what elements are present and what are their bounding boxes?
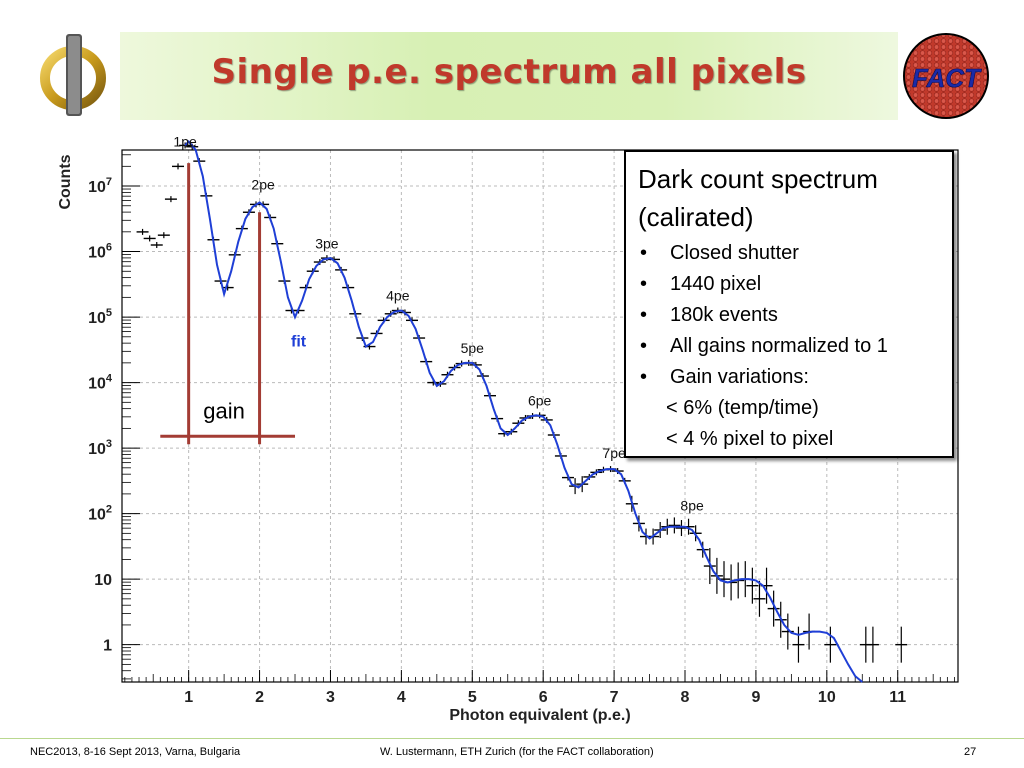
peak-label: 6pe [528,393,552,409]
x-tick-label: 8 [681,689,690,706]
x-tick-label: 9 [751,689,760,706]
y-tick-label: 105 [88,307,112,327]
footer-divider [0,738,1024,739]
plot-frame [121,149,959,683]
peak-label: 5pe [461,340,485,356]
info-sub-line: < 6% (temp/time) [666,397,819,419]
info-title-line1: Dark count spectrum [638,164,878,194]
info-title-line2: (calirated) [638,202,754,232]
info-bullet: All gains normalized to 1 [638,331,942,362]
gain-marker [160,163,296,445]
logo-right-text: FACT [912,63,982,93]
info-bullet: 1440 pixel [638,269,942,300]
y-tick-label: 103 [88,438,112,458]
x-tick-label: 3 [326,689,335,706]
info-box: Dark count spectrum (calirated) Closed s… [624,150,954,458]
info-bullet: Closed shutter [638,238,942,269]
info-bullet: 180k events [638,300,942,331]
eth-phi-logo: Φ [40,34,106,116]
gain-annotation: gain [203,399,245,424]
x-tick-label: 10 [818,689,836,706]
footer-conference: NEC2013, 8-16 Sept 2013, Varna, Bulgaria [30,746,241,758]
peak-labels: 1pe 2pe 3pe 4pe 5pe 6pe 7pe 8pe fit gain [173,134,704,514]
peak-label: 1pe [173,134,197,150]
data-points [136,142,908,663]
y-tick-label: 10 [94,572,112,589]
y-tick-label: 102 [88,504,112,524]
slide-title: Single p.e. spectrum all pixels [211,52,807,92]
fact-logo: FACT [903,33,989,119]
peak-label: 7pe [602,445,626,461]
x-tick-label: 4 [397,689,406,706]
footer-author: W. Lustermann, ETH Zurich (for the FACT … [380,746,654,758]
x-tick-label: 2 [255,689,264,706]
fit-curve [184,139,863,683]
x-tick-label: 1 [184,689,193,706]
y-tick-label: 106 [88,242,112,262]
fit-annotation: fit [291,334,307,351]
footer-page-number: 27 [964,746,977,758]
peak-label: 2pe [251,176,275,192]
x-axis-label: Photon equivalent (p.e.) [449,707,630,724]
y-tick-label: 1 [103,638,112,655]
y-axis-label: Counts [57,154,74,209]
x-tick-label: 7 [610,689,619,706]
x-tick-label: 5 [468,689,477,706]
y-tick-label: 104 [88,373,113,393]
info-bullet: Gain variations: [638,362,942,393]
y-tick-label: 107 [88,176,112,196]
x-tick-label: 6 [539,689,548,706]
title-band [120,32,898,120]
info-sub-line: < 4 % pixel to pixel [666,428,834,450]
x-tick-label: 11 [889,689,906,706]
peak-label: 8pe [680,497,704,513]
peak-label: 4pe [386,288,410,304]
info-bullets: Closed shutter 1440 pixel 180k events Al… [638,238,942,393]
peak-label: 3pe [315,235,339,251]
